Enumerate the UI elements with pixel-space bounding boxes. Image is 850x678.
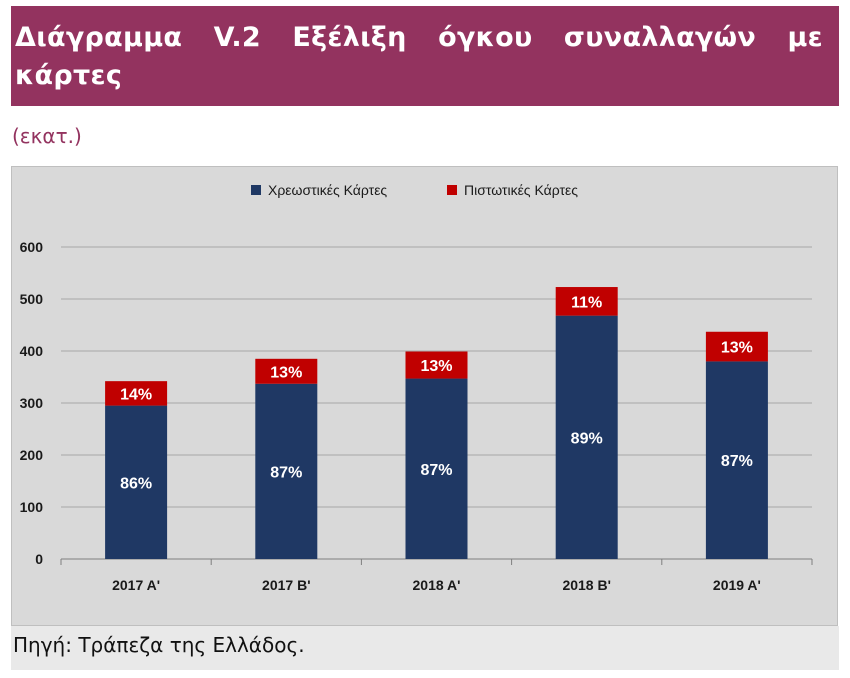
bar-credit (405, 351, 468, 379)
data-label: 13% (420, 358, 452, 375)
title-banner: Διάγραμμα V.2 Εξέλιξη όγκου συναλλαγών μ… (11, 6, 839, 106)
y-tick-label: 200 (20, 447, 44, 463)
data-label: 13% (270, 364, 302, 381)
bar-debit (555, 315, 618, 559)
bars (105, 287, 768, 559)
data-label: 11% (571, 294, 602, 311)
axes: 0 100 200 300 400 500 600 2017 A' 2017 B' 2018 A'… (20, 239, 813, 593)
x-tick-label: 2018 A' (413, 577, 461, 593)
legend-swatch-debit (251, 185, 261, 195)
x-tick-label: 2019 A' (713, 577, 761, 593)
bar-debit (405, 378, 468, 559)
chart-area: 0 100 200 300 400 500 600 2017 A' 2017 B' 2018 A'… (11, 166, 838, 626)
legend: Χρεωστικές Κάρτες Πιστωτικές Κάρτες (251, 182, 578, 198)
x-tick-label: 2017 A' (112, 577, 160, 593)
unit-label: (εκατ.) (12, 124, 82, 148)
data-labels: 86% 14% 87% 13% 87% 13% 89% 11% 87% 13% (120, 294, 753, 492)
y-tick-label: 0 (35, 551, 43, 567)
legend-label-credit: Πιστωτικές Κάρτες (464, 182, 578, 198)
data-label: 13% (721, 340, 753, 357)
bar-credit (255, 358, 318, 384)
data-label: 86% (120, 475, 152, 492)
bar-debit (705, 361, 768, 559)
bar-debit (105, 405, 168, 559)
legend-swatch-credit (447, 185, 457, 195)
data-label: 87% (721, 453, 753, 470)
y-tick-label: 100 (20, 499, 44, 515)
bar-debit (255, 383, 318, 559)
bar-credit (105, 381, 168, 406)
y-tick-label: 300 (20, 395, 44, 411)
data-label: 14% (120, 386, 152, 403)
y-tick-label: 600 (20, 239, 44, 255)
data-label: 87% (270, 464, 302, 481)
stacked-bar-chart: 0 100 200 300 400 500 600 2017 A' 2017 B' 2018 A'… (20, 182, 813, 593)
legend-label-debit: Χρεωστικές Κάρτες (268, 182, 387, 198)
x-tick-label: 2018 B' (562, 577, 610, 593)
x-tick-label: 2017 B' (262, 577, 310, 593)
bar-credit (555, 287, 618, 316)
data-label: 87% (420, 462, 452, 479)
chart-title: Διάγραμμα V.2 Εξέλιξη όγκου συναλλαγών μ… (15, 22, 823, 91)
y-tick-label: 500 (20, 291, 44, 307)
y-tick-label: 400 (20, 343, 44, 359)
bar-credit (705, 331, 768, 362)
source-bar: Πηγή: Τράπεζα της Ελλάδος. (11, 626, 839, 670)
source-note: Πηγή: Τράπεζα της Ελλάδος. (13, 633, 305, 657)
data-label: 89% (571, 430, 603, 447)
